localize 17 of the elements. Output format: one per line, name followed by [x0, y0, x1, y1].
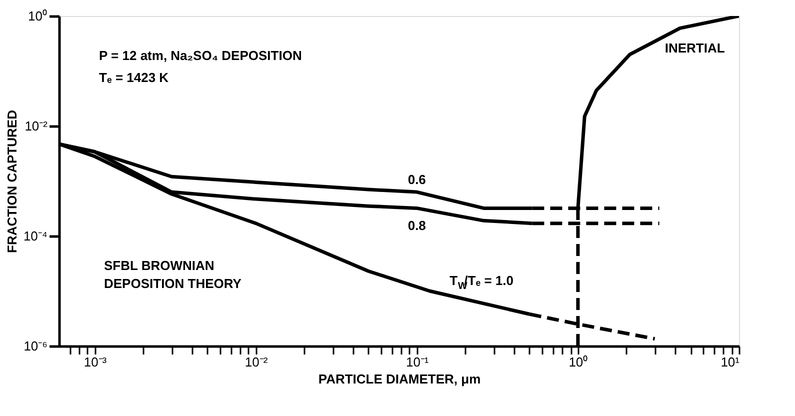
annotation: INERTIAL — [664, 40, 725, 56]
y-tick-label: 10⁻² — [24, 118, 48, 134]
annotation: P = 12 atm, Na₂SO₄ DEPOSITION — [99, 48, 302, 63]
x-tick-label: 10⁰ — [568, 354, 588, 370]
annotation: SFBL BROWNIAN DEPOSITION THEORY — [104, 258, 242, 291]
x-tick-label: 10⁻¹ — [406, 354, 430, 370]
x-tick-label: 10⁻² — [244, 354, 268, 370]
x-tick-label: 10¹ — [720, 354, 740, 370]
annotation: 0.8 — [408, 218, 426, 234]
y-tick-label: 10⁻⁶ — [24, 338, 48, 354]
annotation: 0.6 — [408, 172, 426, 188]
x-axis-title: PARTICLE DIAMETER, μm — [318, 372, 481, 386]
x-tick-label: 10⁻³ — [84, 354, 108, 370]
annotation: Tₑ = 1423 K — [99, 70, 170, 85]
y-tick-label: 10⁻⁴ — [23, 228, 48, 244]
y-axis-title: FRACTION CAPTURED — [4, 110, 20, 253]
y-tick-label: 10⁰ — [28, 8, 48, 24]
